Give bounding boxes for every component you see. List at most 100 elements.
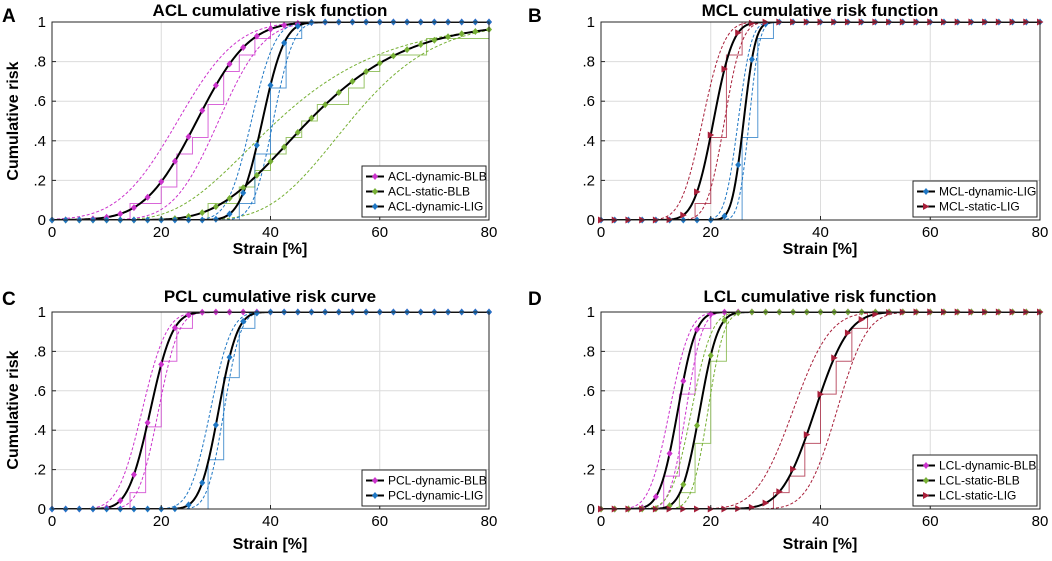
legend-item: MCL-dynamic-LIG <box>917 185 1036 199</box>
y-tick-label: .4 <box>582 133 595 150</box>
panel-letter-d: D <box>528 289 542 310</box>
x-axis-label: Strain [%] <box>783 241 858 258</box>
x-axis-label: Strain [%] <box>233 536 308 553</box>
legend-marker <box>923 477 929 484</box>
y-tick-label: 0 <box>38 501 46 518</box>
series-marker <box>185 311 192 319</box>
series-marker <box>680 481 687 489</box>
legend: LCL-dynamic-BLBLCL-static-BLBLCL-static-… <box>912 454 1038 507</box>
series-marker <box>721 65 728 73</box>
x-tick-label: 80 <box>1032 513 1049 530</box>
series-marker <box>748 19 756 27</box>
series-marker <box>199 106 206 114</box>
series-marker <box>762 499 770 507</box>
series-marker <box>844 329 852 337</box>
series-marker <box>158 360 165 368</box>
legend-box <box>361 469 487 507</box>
legend-marker <box>923 462 929 469</box>
ci-upper-line <box>52 312 489 509</box>
x-tick-label: 80 <box>481 513 498 530</box>
legend-label: MCL-dynamic-LIG <box>939 185 1036 199</box>
ci-upper-line <box>52 22 489 220</box>
x-tick-label: 40 <box>812 224 829 241</box>
series-marker <box>680 377 687 385</box>
chart-panel-mcl: MCL cumulative risk function Strain [%] … <box>582 1 1048 258</box>
series-marker <box>253 309 260 317</box>
series-marker <box>199 479 206 487</box>
series-marker <box>404 46 411 54</box>
x-tick-label: 80 <box>1032 224 1049 241</box>
legend-item: LCL-static-BLB <box>917 474 1020 488</box>
series-marker <box>363 68 370 76</box>
series-marker <box>281 21 288 29</box>
legend-label: PCL-dynamic-LIG <box>388 489 483 503</box>
x-axis-label: Strain [%] <box>783 536 858 553</box>
legend-item: PCL-dynamic-LIG <box>366 489 483 503</box>
series-marker <box>212 81 219 89</box>
series-line <box>601 312 1040 509</box>
ci-upper-line <box>601 22 1040 220</box>
legend-label: MCL-static-LIG <box>939 200 1020 214</box>
series-marker <box>666 449 673 457</box>
y-tick-label: .8 <box>33 54 46 71</box>
series-marker <box>294 128 301 136</box>
series-marker <box>267 157 274 165</box>
y-tick-label: .4 <box>33 133 46 150</box>
y-tick-label: .6 <box>33 93 46 110</box>
panel-letter-a: A <box>2 6 16 27</box>
series-marker <box>458 30 465 38</box>
plot-area: 0 20 40 60 80 0 .2 .4 .6 .8 1 PCL-dynamic-BLBPCL-dy… <box>33 304 497 530</box>
series-line <box>601 22 1040 220</box>
y-tick-label: .4 <box>582 422 595 439</box>
y-tick-label: .2 <box>33 172 46 189</box>
chart-panel-acl: ACL cumulative risk function Strain [%] … <box>5 1 497 258</box>
ci-upper-line <box>601 312 1040 509</box>
series-marker <box>694 326 701 334</box>
series-marker <box>171 324 178 332</box>
series-marker <box>171 157 178 165</box>
series-marker <box>680 211 687 219</box>
series-marker <box>721 316 728 324</box>
series-marker <box>212 421 219 429</box>
x-tick-label: 60 <box>371 513 388 530</box>
series-marker <box>185 212 192 220</box>
series-marker <box>240 43 247 51</box>
legend-item: MCL-static-LIG <box>917 200 1020 214</box>
legend-item: ACL-dynamic-BLB <box>366 170 487 184</box>
series-marker <box>117 210 124 218</box>
series-marker <box>376 59 383 67</box>
series-marker <box>117 497 124 505</box>
series-group <box>601 22 1040 220</box>
panel-letter-c: C <box>2 289 16 310</box>
series-marker <box>817 390 824 398</box>
y-tick-label: .6 <box>33 383 46 400</box>
legend-marker <box>372 492 378 499</box>
empirical-step-line <box>52 312 489 509</box>
series-marker <box>199 209 206 217</box>
legend-label: ACL-static-BLB <box>388 185 470 199</box>
series-marker <box>281 143 288 151</box>
legend-marker <box>372 203 378 210</box>
series-marker <box>858 316 866 324</box>
series-marker <box>185 133 192 141</box>
y-tick-label: .8 <box>33 343 46 360</box>
empirical-step-line <box>601 312 1040 509</box>
x-tick-label: 60 <box>922 513 939 530</box>
x-tick-label: 20 <box>153 513 170 530</box>
series-marker <box>212 215 219 223</box>
x-axis-label: Strain [%] <box>233 241 308 258</box>
series-marker <box>803 431 811 439</box>
series-marker <box>735 309 742 317</box>
legend-marker <box>372 477 378 484</box>
legend-item: LCL-static-LIG <box>917 489 1016 503</box>
legend-item: ACL-dynamic-LIG <box>366 200 483 214</box>
series-marker <box>707 131 715 139</box>
y-tick-label: 1 <box>38 14 46 31</box>
y-tick-label: .8 <box>582 54 595 71</box>
series-marker <box>308 114 315 122</box>
series-marker <box>748 55 755 63</box>
panel-letter-b: B <box>528 6 542 27</box>
series-marker <box>735 161 742 169</box>
plot-area: 0 20 40 60 80 0 .2 .4 .6 .8 1 ACL-dynamic-BLBACL-st… <box>33 14 497 241</box>
empirical-step-line <box>601 312 1040 509</box>
